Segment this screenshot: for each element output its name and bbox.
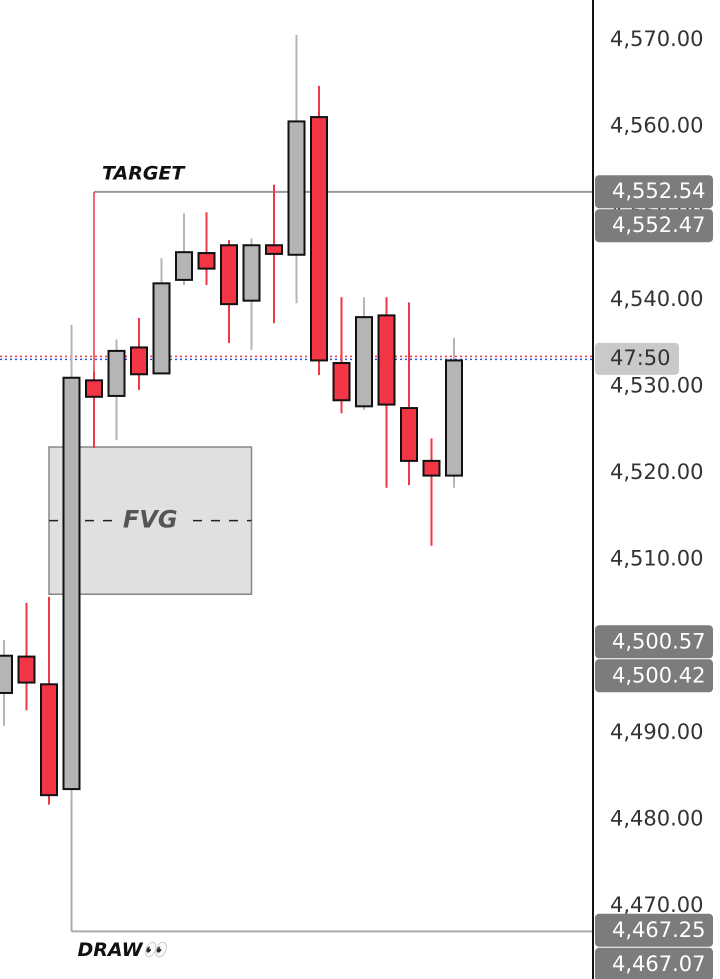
candle-body	[310, 116, 328, 362]
draw-label: DRAW👀	[78, 939, 170, 961]
candle-body	[332, 362, 351, 402]
price-label-box	[595, 913, 713, 947]
target-label: TARGET	[102, 162, 186, 184]
price-label-box	[595, 947, 713, 979]
price-label-box	[595, 659, 713, 693]
y-tick-label: 4,470.00	[610, 893, 704, 917]
price-label: 4,552.54	[612, 179, 706, 203]
candle-body	[152, 282, 171, 375]
candle-body	[17, 655, 36, 684]
candle-body	[400, 407, 418, 462]
candle-body	[287, 120, 306, 256]
candle-body	[220, 244, 238, 306]
countdown-box	[595, 342, 679, 375]
candle-body	[355, 316, 373, 408]
candle-body	[107, 349, 126, 397]
y-tick-label: 4,540.00	[610, 287, 704, 311]
price-label-box	[595, 625, 713, 659]
y-tick-label: 4,490.00	[610, 720, 704, 744]
y-tick-label: 4,560.00	[610, 114, 704, 138]
y-tick-label: 4,510.00	[610, 547, 704, 571]
candle-body	[130, 346, 148, 376]
price-label: 4,467.25	[612, 918, 706, 942]
candle-body	[265, 244, 283, 255]
axis-bg	[593, 0, 720, 979]
countdown-label: 47:50	[610, 346, 671, 370]
fvg-label: FVG	[123, 506, 178, 534]
price-label: 4,500.57	[612, 629, 706, 653]
candle-body	[85, 379, 103, 398]
candle-body	[242, 244, 261, 302]
candle-body	[175, 251, 193, 281]
fvg-label-bg	[116, 506, 185, 535]
y-tick-label: 4,520.00	[610, 460, 704, 484]
candle-body	[62, 376, 81, 791]
candle-body	[40, 683, 58, 797]
price-label: 4,467.07	[612, 952, 706, 976]
price-label-box	[595, 209, 713, 243]
candle-body	[0, 654, 13, 694]
candle-body	[422, 459, 441, 477]
y-tick-label: 4,570.00	[610, 27, 704, 51]
price-label: 4,500.42	[612, 663, 706, 687]
y-tick-label: 4,530.00	[610, 373, 704, 397]
candle-body	[197, 252, 216, 270]
y-tick-label: 4,480.00	[610, 806, 704, 830]
price-label-box	[595, 175, 713, 209]
candle-body	[377, 314, 396, 406]
price-label: 4,552.47	[612, 213, 706, 237]
candle-body	[445, 359, 463, 477]
